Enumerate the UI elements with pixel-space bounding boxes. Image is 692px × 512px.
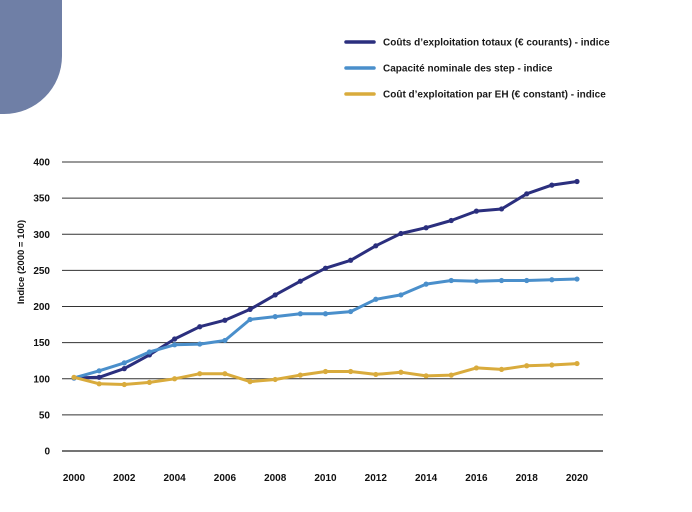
data-point [121, 366, 127, 372]
data-point [322, 368, 329, 375]
data-point [247, 379, 253, 385]
legend-label: Coûts d’exploitation totaux (€ courants)… [383, 38, 610, 49]
data-point [373, 371, 379, 378]
data-point [448, 217, 454, 224]
data-point [373, 296, 379, 302]
data-point [71, 374, 77, 380]
data-point [373, 243, 379, 249]
x-tick-label: 2000 [63, 473, 86, 484]
data-point [398, 369, 404, 375]
y-tick-label: 200 [33, 302, 50, 313]
data-point [272, 314, 278, 320]
x-tick-label: 2008 [264, 473, 287, 484]
data-point [247, 306, 253, 312]
data-point [272, 292, 278, 298]
y-tick-label: 0 [44, 447, 50, 458]
data-point [498, 206, 505, 212]
data-point [197, 371, 203, 377]
data-point [197, 324, 203, 330]
data-point [172, 342, 178, 348]
data-point [448, 277, 454, 284]
y-tick-label: 150 [33, 338, 50, 349]
y-axis-title: Indice (2000 = 100) [16, 220, 27, 304]
legend-item-1: Coûts d’exploitation totaux (€ courants)… [344, 38, 610, 49]
data-point [172, 336, 178, 342]
x-tick-label: 2014 [415, 473, 438, 484]
data-point [172, 376, 178, 382]
data-point [247, 316, 253, 323]
x-tick-label: 2010 [314, 473, 337, 484]
data-point [398, 292, 404, 298]
y-tick-label: 250 [33, 266, 50, 277]
gridlines [62, 161, 603, 452]
data-point [473, 278, 479, 284]
data-point [146, 349, 153, 355]
x-tick-label: 2006 [214, 473, 237, 484]
data-point [96, 368, 102, 374]
legend-label: Coût d’exploitation par EH (€ constant) … [383, 90, 606, 101]
data-point [473, 365, 479, 371]
data-point [423, 225, 429, 231]
y-tick-label: 50 [39, 410, 51, 421]
data-point [574, 276, 580, 282]
data-point [197, 341, 203, 347]
data-point [297, 278, 303, 284]
data-point [96, 381, 102, 387]
data-point [524, 277, 530, 284]
data-point [423, 281, 429, 287]
data-point [498, 366, 505, 372]
x-axis-ticks: 2000 2002 2004 2006 2008 2010 2012 2014 2016 2018… [63, 473, 589, 484]
data-point [524, 363, 530, 369]
data-point [322, 311, 329, 317]
x-tick-label: 2020 [566, 473, 589, 484]
x-tick-label: 2012 [365, 473, 388, 484]
data-point [549, 182, 555, 188]
data-point [448, 372, 454, 378]
data-point [348, 368, 354, 375]
x-tick-label: 2018 [516, 473, 539, 484]
data-point [322, 265, 329, 271]
data-point [146, 379, 153, 385]
data-point [297, 372, 303, 378]
y-tick-label: 100 [33, 374, 50, 385]
data-point [423, 373, 429, 379]
x-tick-label: 2016 [465, 473, 488, 484]
legend-item-2: Capacité nominale des step - indice [344, 64, 553, 75]
y-axis-ticks: 0 50 100 150 200 250 300 350 400 [33, 158, 50, 458]
data-point [549, 277, 555, 283]
data-point [348, 308, 354, 315]
data-point [121, 381, 127, 388]
y-tick-label: 300 [33, 230, 50, 241]
series-3 [71, 360, 580, 388]
legend-item-3: Coût d’exploitation par EH (€ constant) … [344, 90, 606, 101]
data-point [222, 317, 228, 323]
data-point [549, 362, 555, 368]
data-point [574, 178, 580, 185]
data-point [222, 337, 228, 344]
series-2 [71, 276, 580, 381]
data-point [473, 208, 479, 214]
legend: Coûts d’exploitation totaux (€ courants)… [344, 38, 610, 101]
data-point [121, 360, 127, 366]
data-point [348, 257, 354, 263]
data-point [498, 277, 505, 284]
y-tick-label: 350 [33, 194, 50, 205]
y-tick-label: 400 [33, 158, 50, 169]
x-tick-label: 2002 [113, 473, 136, 484]
data-point [574, 360, 580, 367]
data-point [398, 230, 404, 237]
data-point [524, 191, 530, 197]
data-point [222, 371, 228, 377]
data-point [272, 376, 278, 383]
legend-label: Capacité nominale des step - indice [383, 64, 553, 75]
data-point [297, 311, 303, 317]
data-point [96, 374, 102, 380]
x-tick-label: 2004 [163, 473, 186, 484]
series-line [72, 277, 579, 380]
series-lines [71, 178, 580, 388]
